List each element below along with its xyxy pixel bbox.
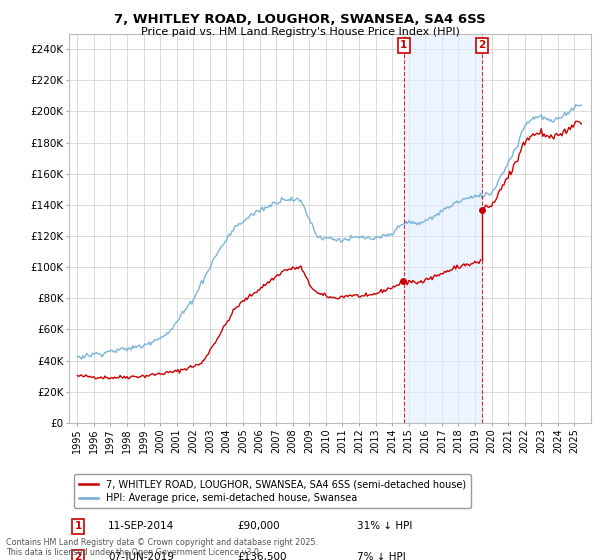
Text: Price paid vs. HM Land Registry's House Price Index (HPI): Price paid vs. HM Land Registry's House …	[140, 27, 460, 38]
Text: 07-JUN-2019: 07-JUN-2019	[108, 552, 174, 560]
Legend: 7, WHITLEY ROAD, LOUGHOR, SWANSEA, SA4 6SS (semi-detached house), HPI: Average p: 7, WHITLEY ROAD, LOUGHOR, SWANSEA, SA4 6…	[74, 474, 471, 508]
Text: 31% ↓ HPI: 31% ↓ HPI	[357, 521, 412, 531]
Text: 1: 1	[74, 521, 82, 531]
Text: 2: 2	[479, 40, 486, 50]
Bar	[404, 34, 482, 423]
Text: 11-SEP-2014: 11-SEP-2014	[108, 521, 174, 531]
Text: 2: 2	[74, 552, 82, 560]
Text: £136,500: £136,500	[237, 552, 287, 560]
Text: 7% ↓ HPI: 7% ↓ HPI	[357, 552, 406, 560]
Text: Contains HM Land Registry data © Crown copyright and database right 2025.
This d: Contains HM Land Registry data © Crown c…	[6, 538, 318, 557]
Text: 1: 1	[400, 40, 407, 50]
Text: £90,000: £90,000	[237, 521, 280, 531]
Text: 7, WHITLEY ROAD, LOUGHOR, SWANSEA, SA4 6SS: 7, WHITLEY ROAD, LOUGHOR, SWANSEA, SA4 6…	[114, 13, 486, 26]
